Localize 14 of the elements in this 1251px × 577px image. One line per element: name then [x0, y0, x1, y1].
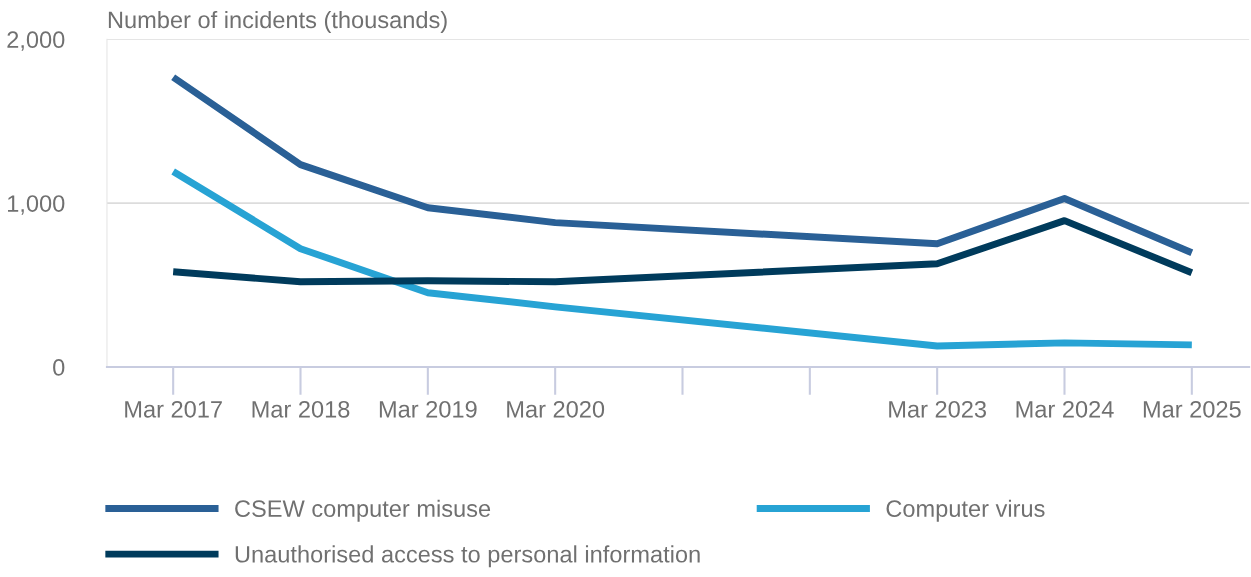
x-tick-label: Mar 2024: [1016, 400, 1114, 418]
x-tick-label: Mar 2018: [252, 400, 350, 418]
x-tick-label: Mar 2017: [125, 400, 222, 418]
x-tick-label: Mar 2025: [1143, 400, 1241, 418]
y-axis-title: Number of incidents (thousands): [108, 10, 447, 33]
legend-label: Unauthorised access to personal information: [235, 545, 700, 568]
x-tick-label: Mar 2020: [507, 400, 605, 418]
y-tick-label: 2,000: [7, 31, 65, 51]
legend-label: CSEW computer misuse: [235, 499, 491, 522]
y-tick-label: 1,000: [8, 195, 65, 215]
x-tick-label: Mar 2023: [889, 400, 986, 418]
legend-label: Computer virus: [886, 499, 1045, 522]
y-tick-label: 0: [53, 359, 65, 376]
x-tick-label: Mar 2019: [379, 400, 477, 418]
